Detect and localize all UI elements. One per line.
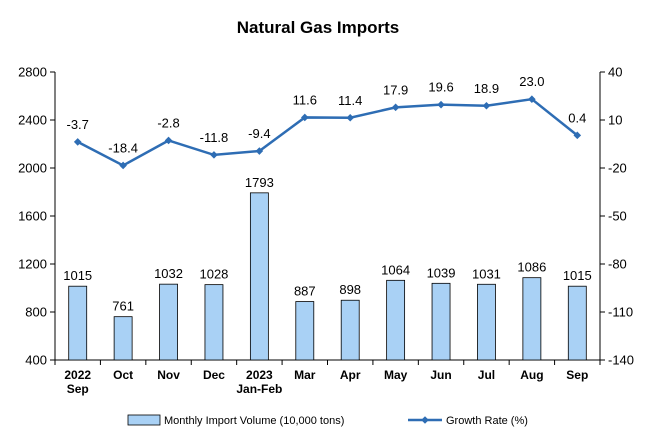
x-tick-label: 2022 Sep (64, 368, 91, 396)
y-left-tick-label: 2400 (18, 113, 47, 128)
line-value-label: -11.8 (200, 130, 229, 145)
bar-value-label: 1793 (245, 175, 274, 190)
y-left-tick-label: 800 (25, 305, 47, 320)
x-tick-label: Jun (430, 368, 451, 382)
bar-value-label: 887 (294, 284, 316, 299)
y-right-tick-label: -140 (608, 353, 634, 368)
bar-value-label: 1039 (427, 265, 456, 280)
legend-swatch-bar (127, 414, 161, 426)
line-value-label: 19.6 (428, 80, 453, 95)
y-right-tick-label: -50 (608, 209, 627, 224)
bar (295, 301, 315, 361)
x-tick-label: Aug (520, 368, 543, 382)
x-tick-label: Mar (294, 368, 316, 382)
bar-series (68, 192, 587, 361)
bar (68, 285, 88, 361)
y-left-tick-label: 1200 (18, 257, 47, 272)
line-point-marker (573, 131, 582, 140)
bar (567, 285, 587, 361)
line-point-marker (255, 147, 264, 155)
x-tick-label: Sep (566, 368, 588, 382)
y-right-tick-label: 40 (608, 65, 622, 80)
y-right-tick-label: -110 (608, 305, 633, 320)
growth-line (77, 97, 579, 167)
legend-label-bar: Monthly Import Volume (10,000 tons) (164, 415, 344, 427)
bar (477, 283, 496, 361)
x-tick-label: Apr (340, 368, 361, 382)
bar-value-label: 1064 (381, 262, 410, 277)
line-point-marker (528, 95, 536, 103)
line-value-label: 11.6 (293, 92, 317, 107)
line-point-marker (437, 100, 445, 109)
chart-title: Natural Gas Imports (237, 18, 400, 37)
y-right-tick-label: -20 (608, 161, 627, 176)
x-tick-label: Nov (157, 368, 180, 382)
bar-value-label: 1028 (199, 267, 228, 282)
line-value-label: 17.9 (383, 82, 408, 97)
bar-value-label: 1015 (63, 268, 92, 283)
x-tick-label: Jul (478, 368, 495, 382)
line-point-marker (73, 138, 82, 146)
y-left-tick-label: 2000 (18, 161, 47, 176)
bar-value-label: 1032 (154, 266, 183, 281)
x-tick-label: Oct (113, 368, 133, 382)
line-value-label: 11.4 (338, 93, 362, 108)
line-value-label: 23.0 (519, 74, 544, 89)
axes: 400 800 1200 1600 2000 2400 2800 -140 -110 -80 -50… (18, 65, 634, 397)
bar-value-label: 761 (112, 299, 134, 314)
y-right-tick-label: -80 (608, 257, 627, 272)
bar (386, 279, 406, 361)
line-point-marker (391, 103, 400, 112)
y-left-tick-label: 400 (25, 353, 47, 368)
y-right-tick-label: 10 (608, 113, 622, 128)
bar (113, 316, 133, 361)
line-point-marker (482, 101, 491, 110)
line-point-marker (346, 113, 355, 122)
line-value-label: -3.7 (67, 117, 89, 132)
line-point-marker (164, 136, 173, 145)
bar-value-label: 1086 (517, 260, 546, 275)
bar-value-label: 1015 (563, 268, 592, 283)
line-value-label: -2.8 (157, 115, 179, 130)
bar (522, 277, 542, 361)
line-value-label: 0.4 (568, 110, 586, 125)
y-left-tick-label: 1600 (18, 209, 47, 224)
bar (431, 282, 451, 361)
line-point-marker (210, 151, 218, 159)
bar-value-label: 1031 (472, 266, 501, 281)
line-value-label: -9.4 (248, 126, 270, 141)
data-labels: 1015 761 1032 1028 1793 887 898 1064 1039 1031 108… (63, 74, 592, 313)
bar (159, 283, 178, 361)
line-point-marker (300, 113, 309, 122)
bar (249, 192, 269, 361)
line-series (73, 95, 582, 170)
bar (340, 299, 360, 361)
line-value-label: 18.9 (474, 81, 499, 96)
bar-value-label: 898 (339, 282, 361, 297)
legend-label-line: Growth Rate (%) (446, 415, 528, 427)
bar (204, 284, 224, 361)
y-left-tick-label: 2800 (18, 65, 47, 80)
legend-marker-line (421, 416, 429, 424)
x-tick-label: May (384, 368, 408, 382)
x-tick-label: 2023 Jan-Feb (236, 368, 282, 396)
x-tick-label: Dec (203, 368, 225, 382)
legend: Monthly Import Volume (10,000 tons) Growt… (127, 414, 528, 427)
line-value-label: -18.4 (108, 140, 138, 155)
line-point-marker (119, 161, 127, 170)
